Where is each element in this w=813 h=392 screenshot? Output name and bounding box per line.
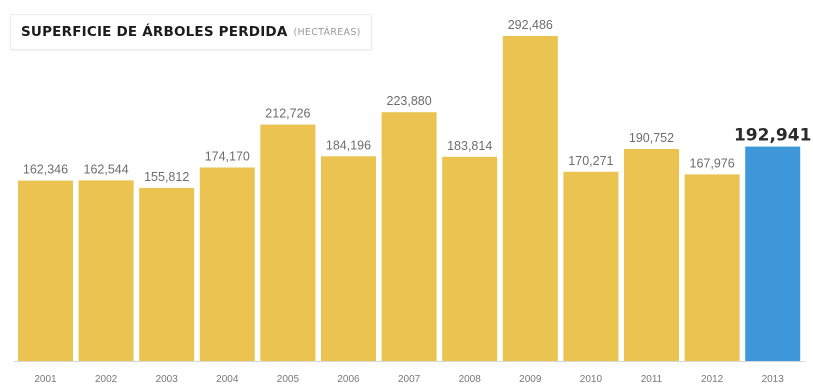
value-label-2007: 223,880 — [387, 94, 432, 108]
value-label-2004: 174,170 — [205, 150, 250, 164]
value-label-2010: 170,271 — [568, 154, 613, 168]
chart-title: SUPERFICIE DE ÁRBOLES PERDIDA — [21, 24, 288, 40]
bar-2003 — [139, 187, 195, 361]
value-label-2006: 184,196 — [326, 138, 371, 152]
x-tick-label-2010: 2010 — [580, 374, 603, 385]
bar-2012 — [684, 174, 740, 361]
value-label-2005: 212,726 — [265, 107, 310, 121]
value-label-2013: 192,941 — [734, 126, 811, 146]
bar-2006 — [321, 156, 376, 361]
x-tick-label-2013: 2013 — [762, 374, 785, 385]
x-tick-label-2006: 2006 — [337, 374, 360, 385]
x-tick-label-2008: 2008 — [459, 374, 482, 385]
bar-2013 — [745, 146, 801, 361]
value-label-2009: 292,486 — [508, 18, 553, 32]
bar-2007 — [381, 112, 437, 361]
x-tick-label-2005: 2005 — [277, 374, 300, 385]
value-label-2008: 183,814 — [447, 139, 492, 153]
bar-2001 — [18, 180, 73, 361]
bar-2011 — [624, 149, 679, 361]
chart-title-box: SUPERFICIE DE ÁRBOLES PERDIDA (HECTÁREAS… — [10, 14, 372, 50]
chart-subtitle: (HECTÁREAS) — [293, 26, 361, 38]
bar-2009 — [502, 36, 558, 361]
value-label-2011: 190,752 — [629, 131, 674, 145]
x-tick-label-2011: 2011 — [641, 374, 663, 385]
x-tick-label-2007: 2007 — [398, 374, 421, 385]
bar-2004 — [199, 167, 255, 361]
value-label-2003: 155,812 — [144, 170, 189, 184]
bar-2005 — [260, 124, 316, 361]
x-tick-label-2003: 2003 — [156, 374, 179, 385]
x-tick-label-2012: 2012 — [701, 374, 724, 385]
x-tick-label-2009: 2009 — [519, 374, 542, 385]
bar-2002 — [78, 180, 134, 361]
value-label-2001: 162,346 — [23, 163, 68, 177]
value-label-2002: 162,544 — [84, 162, 129, 176]
value-label-2012: 167,976 — [690, 156, 735, 170]
x-tick-label-2001: 2001 — [34, 374, 57, 385]
x-tick-label-2004: 2004 — [216, 374, 239, 385]
bar-2010 — [563, 171, 619, 361]
x-tick-label-2002: 2002 — [95, 374, 118, 385]
bar-2008 — [442, 156, 498, 361]
